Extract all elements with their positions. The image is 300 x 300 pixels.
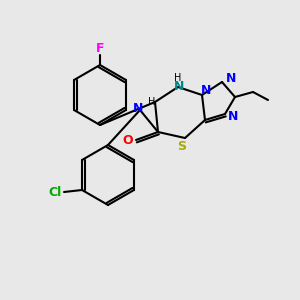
Text: S: S xyxy=(178,140,187,154)
Text: F: F xyxy=(96,41,104,55)
Text: N: N xyxy=(133,101,143,115)
Text: N: N xyxy=(174,80,184,92)
Text: O: O xyxy=(123,134,133,148)
Text: Cl: Cl xyxy=(48,185,62,199)
Text: H: H xyxy=(174,73,182,83)
Text: N: N xyxy=(228,110,238,124)
Text: N: N xyxy=(201,85,211,98)
Text: H: H xyxy=(148,97,156,107)
Text: N: N xyxy=(226,73,236,85)
